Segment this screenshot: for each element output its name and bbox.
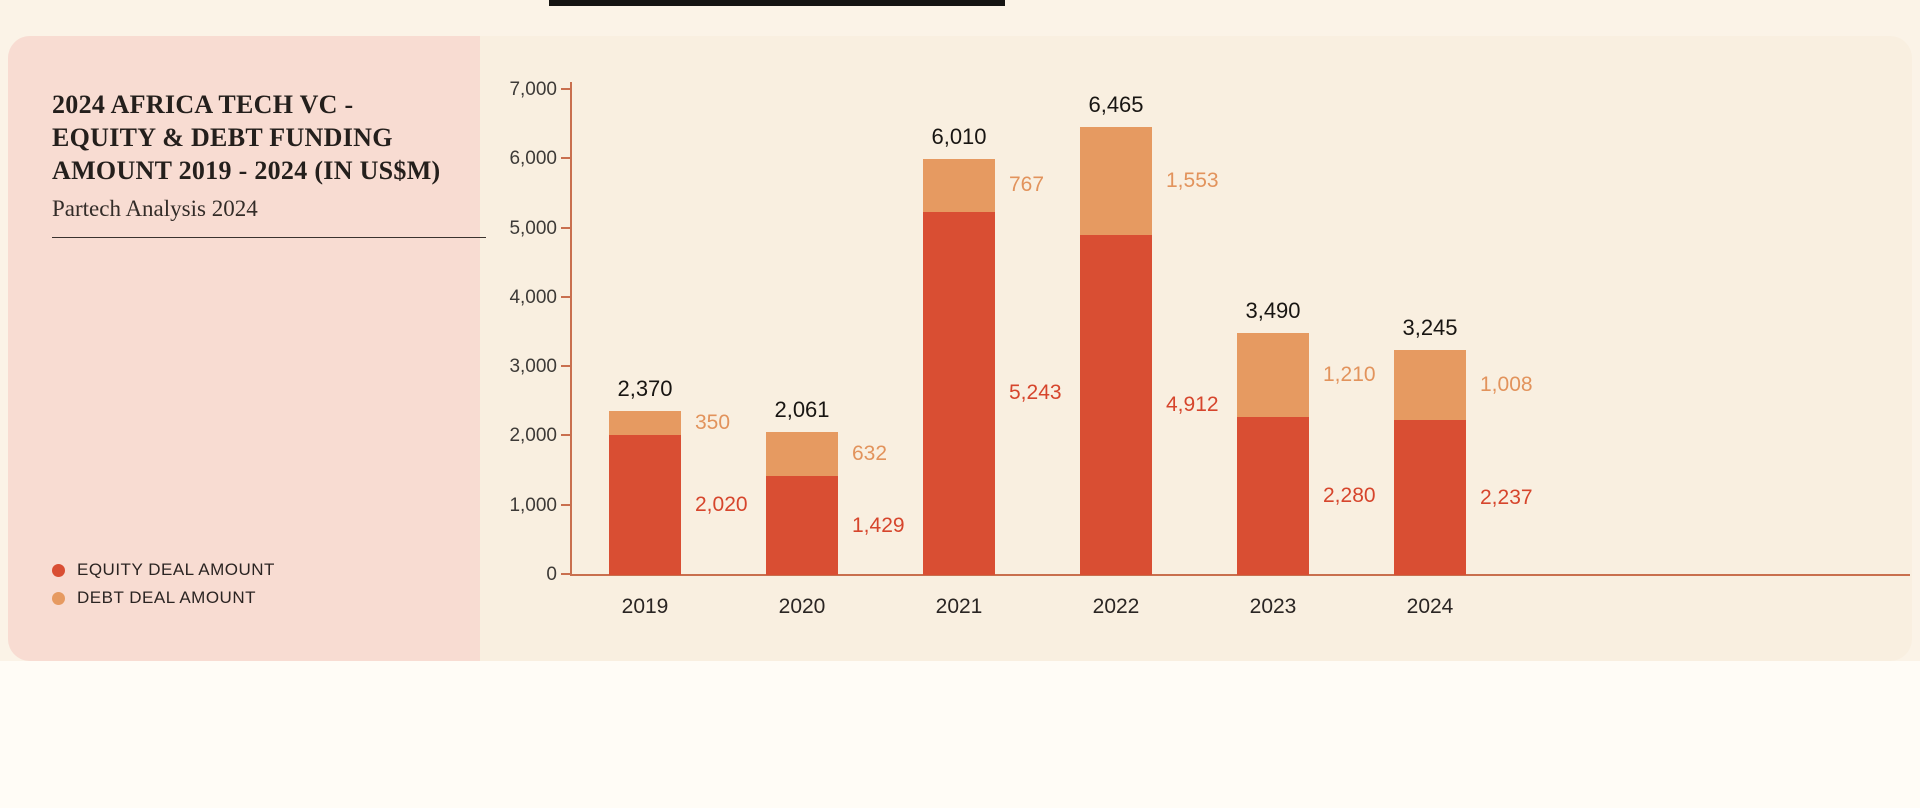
equity-legend-dot-icon [52, 563, 65, 577]
plot-area: 0 1,000 2,000 3,000 4,000 5,000 6,000 7,000 2,37… [509, 79, 1910, 618]
y-tick-label: 4,000 [509, 286, 557, 308]
equity-value-label-2019: 2,020 [695, 493, 748, 517]
debt-bar-2022 [1080, 127, 1152, 235]
y-tick-mark [561, 88, 570, 90]
legend-label-equity: EQUITY DEAL AMOUNT [77, 560, 275, 579]
debt-legend-dot-icon [52, 591, 65, 605]
equity-value-label-2021: 5,243 [1009, 381, 1062, 405]
debt-value-label-2023: 1,210 [1323, 363, 1376, 387]
total-value-label-2021: 6,010 [931, 123, 987, 149]
chart-subtitle: Partech Analysis 2024 [52, 196, 258, 221]
y-tick-label: 7,000 [509, 79, 557, 100]
chart-legend: EQUITY DEAL AMOUNT DEBT DEAL AMOUNT [52, 560, 275, 608]
debt-bar-2019 [609, 410, 681, 436]
equity-bar-2024 [1394, 420, 1466, 575]
debt-bar-2020 [766, 432, 838, 476]
debt-value-label-2024: 1,008 [1480, 373, 1533, 397]
y-tick-mark [561, 434, 570, 437]
title-panel: 2024 AFRICA TECH VC - EQUITY & DEBT FUND… [8, 36, 486, 661]
legend-label-debt: DEBT DEAL AMOUNT [77, 588, 256, 607]
total-value-label-2023: 3,490 [1245, 298, 1301, 324]
equity-bar-2019 [609, 435, 681, 575]
total-value-label-2022: 6,465 [1088, 92, 1144, 118]
debt-bar-2023 [1237, 333, 1309, 418]
equity-bar-2021 [923, 211, 995, 575]
x-axis-label-2024: 2024 [1406, 595, 1454, 618]
x-axis-label-2020: 2020 [778, 595, 826, 618]
x-axis [570, 574, 1910, 576]
y-tick-mark [561, 295, 570, 298]
panel-divider-rule [52, 237, 486, 238]
total-value-label-2019: 2,370 [617, 375, 673, 401]
equity-value-label-2024: 2,237 [1480, 485, 1533, 509]
y-tick-label: 3,000 [509, 356, 557, 378]
total-value-label-2024: 3,245 [1402, 315, 1458, 341]
infographic-card: 2024 AFRICA TECH VC - EQUITY & DEBT FUND… [8, 36, 1912, 661]
y-tick-label: 2,000 [509, 425, 557, 447]
title-line-2: EQUITY & DEBT FUNDING [52, 123, 393, 152]
debt-bar-2021 [923, 158, 995, 212]
x-axis-label-2022: 2022 [1092, 595, 1140, 618]
y-tick-mark [561, 365, 570, 368]
x-axis-label-2023: 2023 [1249, 595, 1297, 618]
legend-item-debt: DEBT DEAL AMOUNT [52, 588, 275, 608]
y-tick-mark [561, 503, 570, 506]
debt-value-label-2019: 350 [695, 410, 731, 434]
equity-value-label-2023: 2,280 [1323, 484, 1376, 508]
total-value-label-2020: 2,061 [774, 397, 830, 423]
y-tick-mark [561, 226, 570, 229]
title-line-3: AMOUNT 2019 - 2024 (IN US$M) [52, 156, 441, 185]
title-line-1: 2024 AFRICA TECH VC - [52, 90, 354, 119]
y-tick-label: 5,000 [509, 217, 557, 239]
y-tick-label: 1,000 [509, 494, 557, 516]
debt-value-label-2020: 632 [852, 442, 888, 466]
legend-item-equity: EQUITY DEAL AMOUNT [52, 560, 275, 580]
y-tick-label: 0 [546, 564, 557, 585]
equity-value-label-2020: 1,429 [852, 513, 905, 537]
x-axis-label-2021: 2021 [935, 595, 983, 618]
chart-title: 2024 AFRICA TECH VC - EQUITY & DEBT FUND… [52, 88, 462, 187]
debt-value-label-2021: 767 [1009, 173, 1045, 197]
equity-bar-2022 [1080, 234, 1152, 575]
x-axis-label-2019: 2019 [621, 595, 669, 618]
y-tick-label: 6,000 [509, 148, 557, 170]
top-divider-rule [549, 0, 1005, 6]
bottom-background-strip [0, 661, 1920, 808]
equity-bar-2023 [1237, 417, 1309, 575]
y-tick-mark [561, 157, 570, 160]
equity-value-label-2022: 4,912 [1166, 392, 1219, 416]
y-tick-mark [561, 573, 570, 575]
y-axis [570, 82, 572, 575]
debt-bar-2024 [1394, 350, 1466, 421]
equity-bar-2020 [766, 476, 838, 575]
debt-value-label-2022: 1,553 [1166, 168, 1219, 192]
